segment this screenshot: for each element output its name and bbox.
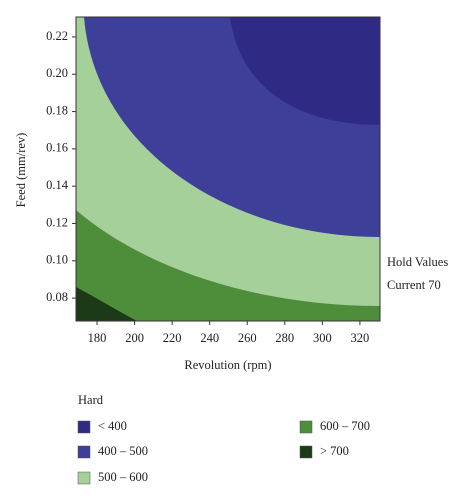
plot-frame xyxy=(75,16,381,322)
plot-area xyxy=(76,17,380,321)
y-tick-label: 0.20 xyxy=(46,66,68,80)
y-tick-label: 0.14 xyxy=(46,178,69,192)
annotation: Hold Values xyxy=(387,255,448,269)
y-tick-label: 0.08 xyxy=(46,290,68,304)
legend-swatch xyxy=(77,420,91,434)
legend-label: 600 – 700 xyxy=(320,419,370,433)
y-tick-label: 0.16 xyxy=(46,141,68,155)
x-tick-label: 200 xyxy=(125,331,144,345)
annotation: Current 70 xyxy=(387,278,441,292)
legend-label: < 400 xyxy=(98,419,127,433)
legend-label: 400 – 500 xyxy=(98,444,148,458)
legend-swatch xyxy=(299,420,313,434)
legend-label: 500 – 600 xyxy=(98,470,148,484)
y-axis-label: Feed (mm/rev) xyxy=(14,133,28,208)
x-tick-label: 220 xyxy=(163,331,182,345)
x-tick-label: 300 xyxy=(313,331,332,345)
y-tick-label: 0.12 xyxy=(46,215,68,229)
contour-region xyxy=(230,17,380,125)
x-tick-label: 280 xyxy=(275,331,294,345)
legend-swatch xyxy=(77,445,91,459)
legend-title: Hard xyxy=(78,393,104,407)
legend-swatch xyxy=(77,471,91,485)
contour-region xyxy=(76,287,137,321)
x-axis-label: Revolution (rpm) xyxy=(184,358,271,372)
y-tick-label: 0.22 xyxy=(46,29,68,43)
y-tick-label: 0.18 xyxy=(46,103,68,117)
x-tick-label: 180 xyxy=(88,331,107,345)
legend-swatch xyxy=(299,445,313,459)
x-tick-label: 240 xyxy=(200,331,219,345)
x-tick-label: 320 xyxy=(351,331,370,345)
y-tick-label: 0.10 xyxy=(46,253,68,267)
x-tick-label: 260 xyxy=(238,331,257,345)
legend-label: > 700 xyxy=(320,444,349,458)
